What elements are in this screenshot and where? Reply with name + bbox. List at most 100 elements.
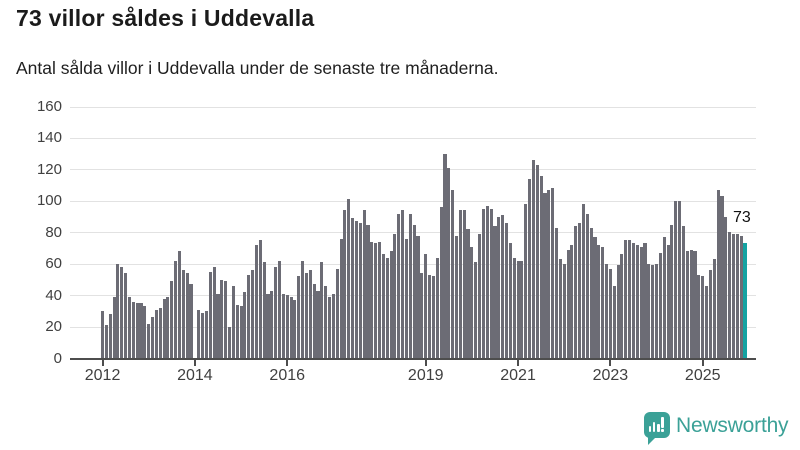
bar bbox=[608, 268, 612, 359]
y-axis-tick-label: 20 bbox=[45, 318, 62, 336]
bar bbox=[289, 296, 293, 359]
bar bbox=[558, 259, 562, 359]
bar bbox=[454, 235, 459, 359]
bar bbox=[658, 252, 662, 359]
gridline bbox=[70, 137, 756, 139]
bar bbox=[327, 296, 332, 359]
bar bbox=[439, 207, 443, 359]
bar bbox=[120, 267, 124, 359]
bar bbox=[578, 222, 582, 359]
bar bbox=[662, 237, 666, 359]
bar bbox=[589, 227, 593, 359]
bar bbox=[231, 285, 235, 359]
bar bbox=[581, 204, 585, 359]
bar bbox=[562, 263, 566, 359]
bar bbox=[101, 311, 105, 359]
bar bbox=[574, 226, 578, 359]
x-axis-tick bbox=[701, 359, 704, 366]
bar bbox=[220, 279, 224, 359]
current-value-label: 73 bbox=[733, 209, 751, 226]
bar bbox=[493, 226, 497, 359]
bar bbox=[204, 311, 208, 359]
bar bbox=[174, 260, 178, 359]
bar bbox=[462, 210, 466, 359]
bar bbox=[177, 251, 182, 359]
bar bbox=[397, 213, 401, 359]
bar bbox=[593, 237, 597, 359]
bar bbox=[543, 193, 547, 359]
bar bbox=[104, 325, 108, 359]
bar bbox=[470, 246, 474, 359]
bar bbox=[431, 276, 435, 359]
y-axis-tick-label: 40 bbox=[45, 286, 62, 304]
bar bbox=[347, 199, 351, 359]
bar bbox=[428, 274, 432, 359]
bar bbox=[374, 243, 378, 359]
bar bbox=[424, 254, 428, 359]
bar bbox=[408, 213, 412, 359]
bar bbox=[524, 204, 528, 359]
bar bbox=[501, 215, 505, 359]
bar bbox=[162, 298, 166, 359]
x-axis-line bbox=[70, 357, 756, 360]
bar bbox=[277, 260, 282, 359]
bar bbox=[674, 200, 678, 359]
bar bbox=[474, 262, 478, 359]
brand-wordmark: Newsworthy bbox=[676, 414, 789, 437]
bar bbox=[631, 243, 636, 359]
gridline bbox=[70, 106, 756, 108]
bar bbox=[308, 270, 312, 359]
bar bbox=[516, 260, 520, 359]
bar bbox=[370, 241, 374, 359]
y-axis-tick-label: 60 bbox=[45, 255, 62, 273]
bar bbox=[701, 276, 705, 359]
bar bbox=[616, 265, 620, 359]
bar bbox=[243, 292, 247, 359]
bar bbox=[124, 273, 128, 359]
bar bbox=[224, 281, 228, 359]
newsworthy-logo-icon bbox=[644, 412, 670, 438]
bar bbox=[670, 224, 674, 359]
bar bbox=[293, 300, 297, 359]
bar bbox=[685, 251, 689, 359]
bar bbox=[320, 262, 324, 359]
x-axis-tick-label: 2025 bbox=[684, 367, 721, 384]
bar bbox=[393, 233, 397, 359]
highlighted-current-bar bbox=[743, 243, 748, 359]
x-axis-tick-label: 2021 bbox=[500, 367, 536, 384]
y-axis-tick-label: 100 bbox=[36, 192, 62, 210]
bar bbox=[712, 259, 716, 359]
bar bbox=[681, 226, 686, 359]
bar bbox=[566, 249, 570, 359]
bar bbox=[127, 296, 132, 359]
bar bbox=[547, 189, 551, 359]
x-axis-tick bbox=[101, 359, 104, 366]
bar bbox=[570, 245, 574, 359]
bar bbox=[404, 238, 409, 359]
gridline bbox=[70, 169, 756, 171]
bar bbox=[528, 178, 532, 359]
bar bbox=[181, 270, 185, 359]
bar bbox=[381, 254, 385, 359]
bar bbox=[604, 263, 609, 359]
y-axis-tick-label: 160 bbox=[36, 98, 62, 116]
x-axis-tick-label: 2014 bbox=[177, 367, 213, 384]
bar bbox=[354, 221, 358, 359]
bar bbox=[697, 274, 701, 359]
bar bbox=[358, 222, 362, 359]
bar bbox=[478, 233, 482, 359]
x-axis-tick bbox=[286, 359, 289, 366]
bar bbox=[212, 267, 216, 359]
y-axis-tick-label: 140 bbox=[36, 129, 62, 147]
bar bbox=[412, 224, 416, 359]
bar bbox=[497, 216, 501, 359]
bar bbox=[735, 233, 739, 359]
bar bbox=[258, 240, 262, 359]
bar bbox=[147, 323, 151, 359]
bar bbox=[635, 245, 639, 359]
bar bbox=[401, 210, 405, 359]
bar bbox=[628, 240, 632, 359]
x-axis-tick-label: 2019 bbox=[407, 367, 444, 384]
bar bbox=[639, 246, 643, 359]
